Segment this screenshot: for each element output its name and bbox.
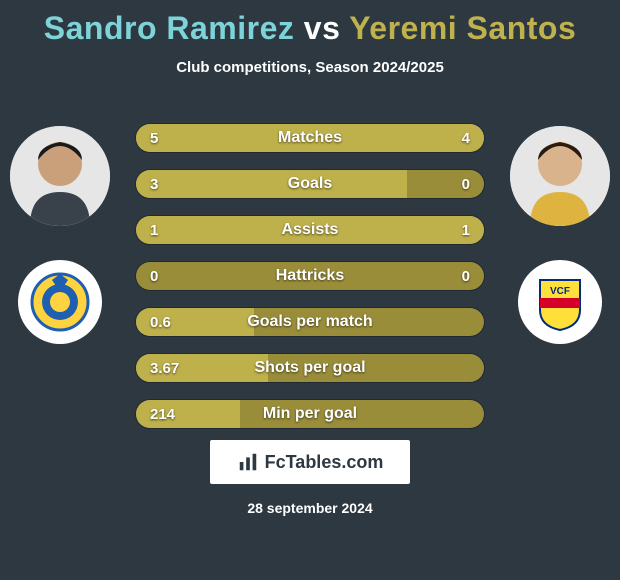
stat-label: Min per goal — [136, 400, 484, 428]
stat-row: 00Hattricks — [135, 261, 485, 291]
avatar-placeholder-icon — [10, 126, 110, 226]
stat-row: 54Matches — [135, 123, 485, 153]
player1-avatar — [10, 126, 110, 226]
stat-row: 30Goals — [135, 169, 485, 199]
page-title: Sandro Ramirez vs Yeremi Santos — [0, 0, 620, 47]
player1-club-badge — [18, 260, 102, 344]
stat-row: 0.6Goals per match — [135, 307, 485, 337]
stat-label: Hattricks — [136, 262, 484, 290]
brand-badge: FcTables.com — [210, 440, 410, 484]
stat-label: Shots per goal — [136, 354, 484, 382]
stat-label: Goals — [136, 170, 484, 198]
subtitle: Club competitions, Season 2024/2025 — [0, 59, 620, 76]
vs-text: vs — [304, 10, 341, 46]
avatar-placeholder-icon — [510, 126, 610, 226]
svg-text:VCF: VCF — [550, 286, 570, 297]
player2-name: Yeremi Santos — [349, 10, 576, 46]
brand-text: FcTables.com — [265, 452, 384, 473]
player2-avatar — [510, 126, 610, 226]
chart-icon — [237, 451, 259, 473]
player1-name: Sandro Ramirez — [44, 10, 295, 46]
stat-row: 214Min per goal — [135, 399, 485, 429]
player2-club-badge: VCF — [518, 260, 602, 344]
stat-row: 3.67Shots per goal — [135, 353, 485, 383]
club-badge-icon: VCF — [530, 272, 590, 332]
footer-date: 28 september 2024 — [0, 500, 620, 516]
club-badge-icon — [30, 272, 90, 332]
stats-bars: 54Matches 30Goals 11Assists 00Hattricks 0.6G… — [135, 123, 485, 445]
stat-label: Assists — [136, 216, 484, 244]
stat-row: 11Assists — [135, 215, 485, 245]
stat-label: Goals per match — [136, 308, 484, 336]
stat-label: Matches — [136, 124, 484, 152]
